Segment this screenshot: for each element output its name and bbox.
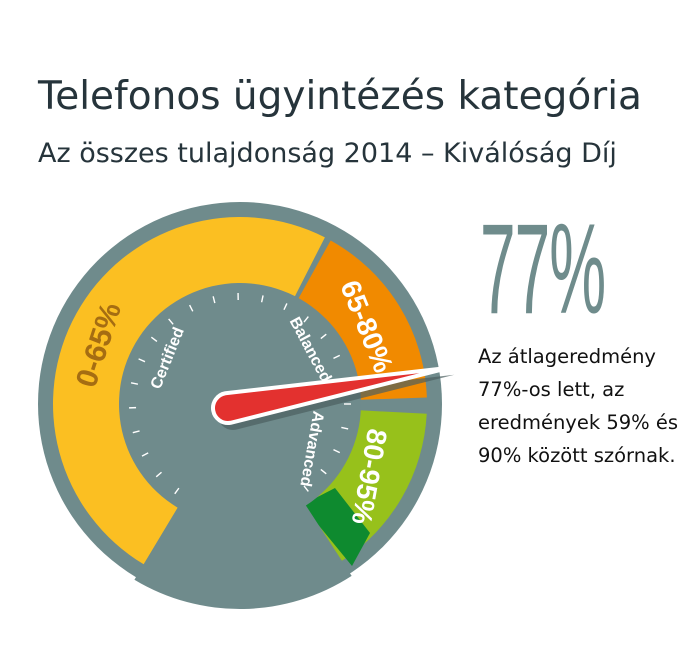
tick-mark (155, 471, 162, 478)
gauge-body (118, 282, 361, 609)
page-title: Telefonos ügyintézés kategória (38, 74, 642, 119)
result-description: Az átlageredmény 77%-os lett, az eredmén… (478, 345, 679, 467)
tick-mark (320, 333, 327, 340)
tick-mark (260, 295, 264, 303)
tick-mark (320, 468, 327, 475)
page-subtitle: Az összes tulajdonság 2014 – Kiválóság D… (38, 138, 617, 169)
tick-mark (174, 487, 180, 495)
tick-mark (141, 452, 149, 457)
segment-certified (53, 217, 325, 565)
segment-balanced (298, 240, 427, 400)
tick-mark (341, 426, 349, 430)
tick-mark (333, 448, 341, 454)
tick-mark (283, 303, 288, 311)
tick-mark (132, 430, 140, 434)
average-value: 77% (480, 198, 606, 341)
tick-mark (150, 336, 158, 342)
tick-mark (188, 304, 194, 312)
tick-mark (168, 318, 174, 325)
needle (211, 365, 455, 431)
tick-mark (212, 296, 216, 304)
tick-mark (138, 358, 146, 363)
tick-mark (303, 316, 309, 323)
tick-mark (303, 485, 309, 492)
segment-advanced-top (302, 488, 370, 566)
tick-mark (333, 354, 341, 360)
tick-mark (130, 382, 139, 385)
